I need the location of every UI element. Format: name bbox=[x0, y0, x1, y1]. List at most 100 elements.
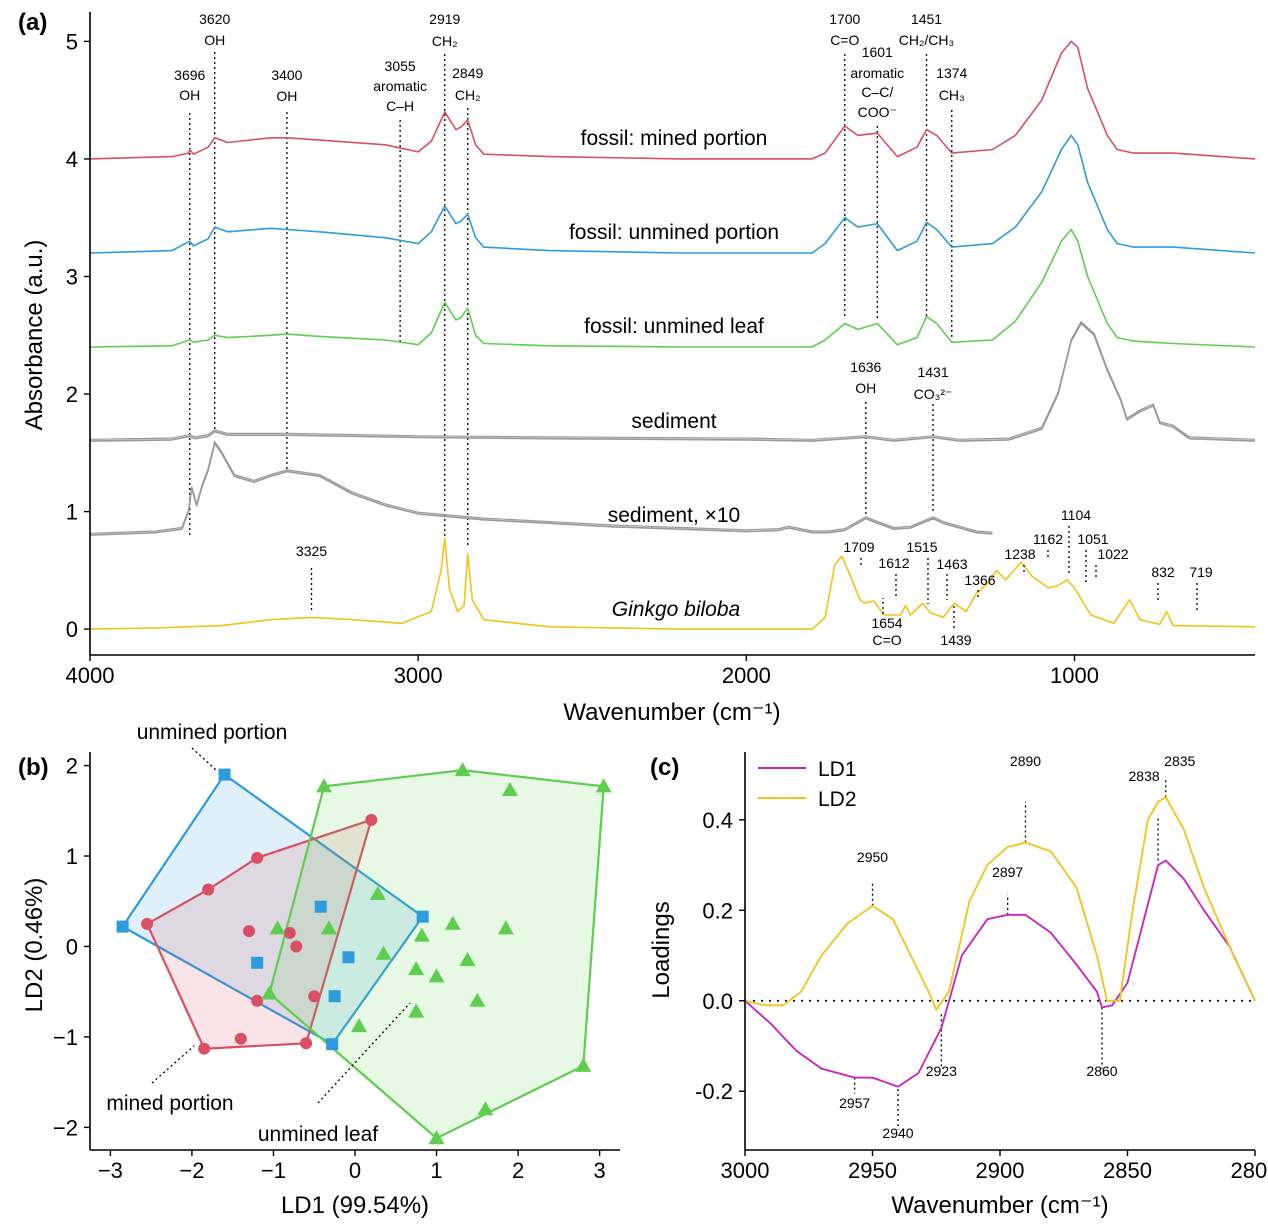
vline-label: CH₂ bbox=[455, 87, 481, 103]
series-line-replicate-4 bbox=[89, 440, 993, 534]
annotation-unmined-portion: unmined portion bbox=[137, 721, 288, 744]
series-line-2 bbox=[89, 228, 1256, 348]
series-label-sediment: sediment bbox=[631, 410, 716, 433]
vline-label: 1431 bbox=[917, 364, 948, 380]
panel-c-legend: LD1 LD2 bbox=[758, 758, 857, 811]
panel-b-points bbox=[116, 762, 612, 1145]
y-tick-label: 2 bbox=[66, 754, 78, 779]
x-tick-label: 2000 bbox=[722, 663, 771, 688]
y-tick-label: 4 bbox=[66, 147, 78, 172]
y-tick-label: 1 bbox=[66, 844, 78, 869]
point-circle bbox=[198, 1042, 211, 1055]
point-square bbox=[116, 920, 129, 933]
vline-label: C–C/ bbox=[861, 84, 893, 100]
x-tick-label: 3000 bbox=[394, 663, 443, 688]
vline-label: aromatic bbox=[850, 65, 904, 81]
peak-label: 1515 bbox=[906, 539, 937, 555]
x-tick-label: 2900 bbox=[976, 1158, 1025, 1183]
point-triangle bbox=[501, 781, 518, 796]
x-tick-label: 4000 bbox=[66, 663, 115, 688]
point-triangle bbox=[444, 915, 461, 930]
y-tick-label: 3 bbox=[66, 264, 78, 289]
point-square bbox=[328, 990, 341, 1003]
point-circle bbox=[290, 940, 303, 953]
point-triangle bbox=[497, 920, 514, 935]
point-circle bbox=[234, 1032, 247, 1045]
vline-label: 2835 bbox=[1164, 753, 1195, 769]
vline-label: 3325 bbox=[296, 543, 327, 559]
panel-b-label: (b) bbox=[18, 754, 49, 781]
vline-label: 2897 bbox=[992, 864, 1023, 880]
vline-label: 2957 bbox=[839, 1095, 870, 1111]
point-triangle bbox=[320, 920, 337, 935]
series-line-replicate-3 bbox=[89, 320, 1256, 440]
x-tick-label: 2 bbox=[512, 1158, 524, 1183]
series-line-LD2 bbox=[744, 796, 1256, 1011]
peak-label: C=O bbox=[872, 632, 901, 648]
series-label-unmined-portion: fossil: unmined portion bbox=[569, 221, 779, 244]
x-tick-label: 3000 bbox=[721, 1158, 770, 1183]
point-triangle bbox=[469, 992, 486, 1007]
peak-label: 1022 bbox=[1097, 546, 1128, 562]
point-circle bbox=[141, 917, 154, 930]
point-triangle bbox=[316, 778, 333, 793]
vline-label: 3400 bbox=[271, 67, 302, 83]
vline-label: OH bbox=[204, 32, 225, 48]
vline-label: COO⁻ bbox=[858, 104, 897, 120]
vline-label: 3696 bbox=[174, 67, 205, 83]
point-triangle bbox=[477, 1101, 494, 1116]
x-tick-label: 1000 bbox=[1050, 663, 1099, 688]
series-line-1 bbox=[89, 134, 1256, 254]
y-tick-label: 2 bbox=[66, 382, 78, 407]
vline-label: CH₂ bbox=[432, 33, 458, 49]
point-square bbox=[326, 1038, 339, 1051]
panel-a-series bbox=[89, 40, 1256, 630]
series-line-LD1 bbox=[744, 859, 1256, 1088]
vline-label: 2890 bbox=[1010, 753, 1041, 769]
point-circle bbox=[202, 883, 215, 896]
vline-label: 2860 bbox=[1086, 1063, 1117, 1079]
peak-label: 832 bbox=[1151, 564, 1175, 580]
point-square bbox=[416, 910, 429, 923]
y-tick-label: 0.2 bbox=[702, 898, 733, 923]
ginkgo-peak-labels: 1709 1612 1515 1463 1366 1238 1162 1104 … bbox=[843, 507, 1212, 648]
panel-a-xlabel: Wavenumber (cm⁻¹) bbox=[563, 699, 780, 726]
vline-label: 2919 bbox=[429, 11, 460, 27]
panel-a-ylabel: Absorbance (a.u.) bbox=[21, 240, 48, 431]
x-tick-label: −2 bbox=[179, 1158, 204, 1183]
peak-label: 1104 bbox=[1061, 507, 1091, 523]
y-tick-label: -0.2 bbox=[695, 1079, 733, 1104]
point-triangle bbox=[413, 927, 430, 942]
x-tick-label: 3 bbox=[593, 1158, 605, 1183]
y-tick-label: −1 bbox=[53, 1025, 78, 1050]
series-line-5 bbox=[89, 537, 1256, 630]
y-tick-label: 0.0 bbox=[702, 989, 733, 1014]
y-tick-label: −2 bbox=[53, 1115, 78, 1140]
point-triangle bbox=[261, 985, 278, 1000]
peak-label: 1238 bbox=[1004, 546, 1035, 562]
series-label-sediment-x10: sediment, ×10 bbox=[608, 504, 741, 527]
peak-label: 1463 bbox=[936, 556, 967, 572]
point-circle bbox=[300, 1037, 313, 1050]
vline-label: 3055 bbox=[385, 58, 416, 74]
vline-label: OH bbox=[855, 380, 876, 396]
vline-label: OH bbox=[276, 88, 297, 104]
x-tick-label: 0 bbox=[349, 1158, 361, 1183]
y-tick-label: 0 bbox=[66, 934, 78, 959]
point-triangle bbox=[595, 778, 612, 793]
peak-label: 1051 bbox=[1077, 531, 1108, 547]
vline-label: 1374 bbox=[936, 65, 967, 81]
panel-c-series bbox=[744, 796, 1256, 1088]
vline-label: C–H bbox=[386, 98, 414, 114]
legend-label-ld1: LD1 bbox=[818, 758, 857, 781]
x-tick-label: 2850 bbox=[1103, 1158, 1152, 1183]
panel-b-hulls bbox=[121, 768, 605, 1140]
peak-label: 1612 bbox=[878, 555, 909, 571]
peak-label: 1709 bbox=[843, 539, 874, 555]
peak-label: 1366 bbox=[964, 572, 995, 588]
panel-c-ylabel: Loadings bbox=[648, 901, 675, 998]
point-circle bbox=[243, 925, 255, 938]
vline-label: OH bbox=[179, 87, 200, 103]
series-label-mined: fossil: mined portion bbox=[581, 127, 768, 150]
